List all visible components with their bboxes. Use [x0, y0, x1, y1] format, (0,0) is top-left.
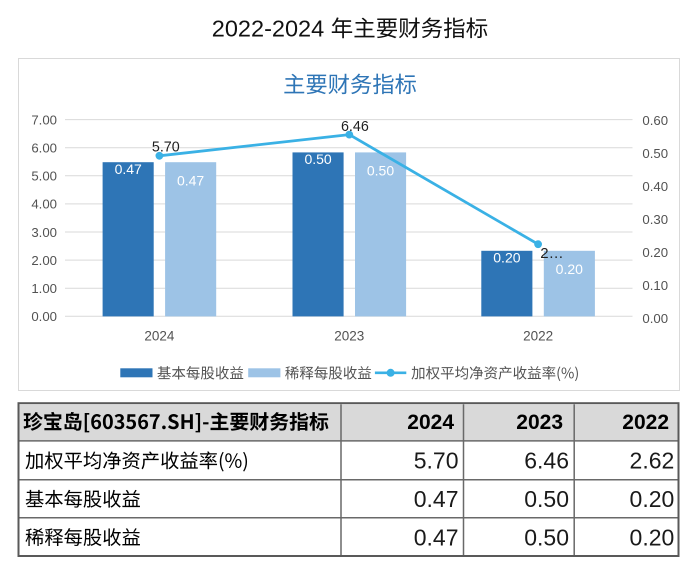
svg-text:6.00: 6.00: [31, 141, 57, 156]
svg-text:2.62: 2.62: [630, 448, 675, 474]
svg-text:1.00: 1.00: [31, 281, 57, 296]
svg-text:0.20: 0.20: [630, 486, 675, 512]
svg-text:0.50: 0.50: [524, 524, 569, 550]
svg-text:0.20: 0.20: [493, 250, 520, 266]
svg-text:0.20: 0.20: [630, 524, 675, 550]
svg-text:0.00: 0.00: [31, 309, 57, 324]
svg-text:0.50: 0.50: [367, 163, 394, 179]
svg-text:0.40: 0.40: [642, 179, 668, 194]
svg-text:0.50: 0.50: [304, 151, 331, 167]
svg-text:2022-2024: 2022-2024: [212, 15, 324, 41]
svg-text:0.30: 0.30: [642, 212, 668, 227]
svg-text:0.60: 0.60: [642, 113, 668, 128]
svg-text:0.20: 0.20: [642, 245, 668, 260]
svg-text:5.70: 5.70: [152, 140, 180, 156]
svg-text:2.00: 2.00: [31, 253, 57, 268]
svg-text:2024: 2024: [144, 329, 175, 344]
svg-text:7.00: 7.00: [31, 112, 57, 127]
svg-text:2023: 2023: [334, 329, 364, 344]
svg-text:0.00: 0.00: [642, 311, 668, 326]
svg-text:2022: 2022: [523, 329, 553, 344]
svg-text:6.46: 6.46: [524, 448, 569, 474]
svg-text:5.70: 5.70: [414, 448, 459, 474]
svg-text:0.47: 0.47: [177, 172, 204, 188]
svg-text:6.46: 6.46: [341, 119, 369, 135]
svg-text:0.10: 0.10: [642, 278, 668, 293]
svg-text:0.50: 0.50: [524, 486, 569, 512]
svg-text:0.47: 0.47: [115, 161, 142, 177]
svg-text:4.00: 4.00: [31, 197, 57, 212]
svg-text:2022: 2022: [622, 411, 669, 434]
svg-text:2023: 2023: [516, 411, 563, 434]
svg-text:0.47: 0.47: [414, 486, 459, 512]
svg-text:3.00: 3.00: [31, 225, 57, 240]
svg-text:0.47: 0.47: [414, 524, 459, 550]
svg-text:0.20: 0.20: [556, 261, 583, 277]
svg-text:5.00: 5.00: [31, 169, 57, 184]
svg-text:0.50: 0.50: [642, 146, 668, 161]
svg-text:2…: 2…: [540, 245, 563, 262]
svg-text:2024: 2024: [407, 411, 454, 434]
